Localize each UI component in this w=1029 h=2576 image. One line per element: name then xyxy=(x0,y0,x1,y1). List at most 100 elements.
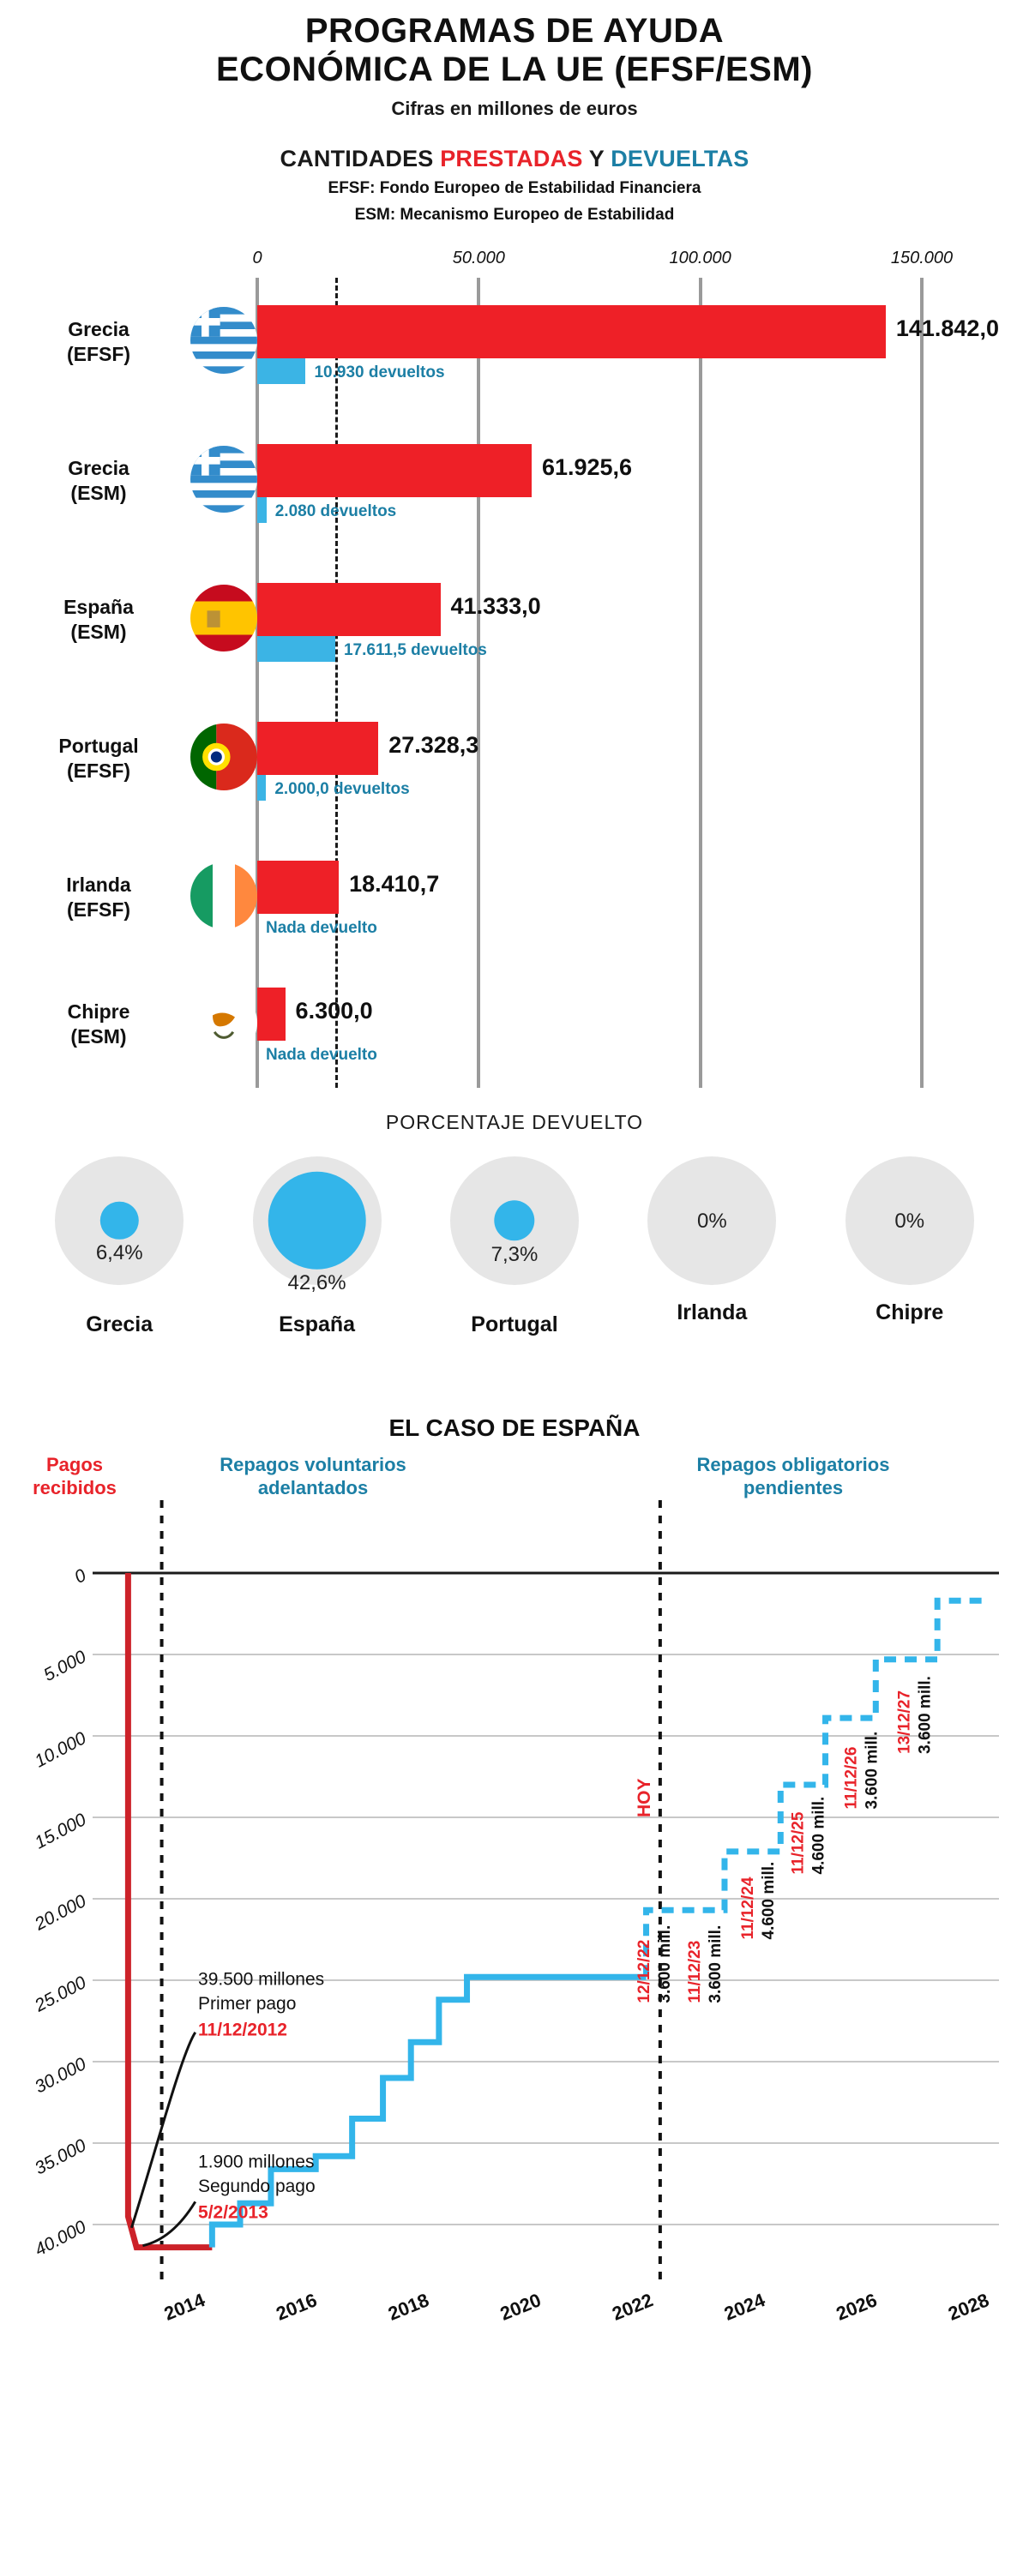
bar-paid xyxy=(257,357,306,384)
future-payment-amount-2: 4.600 mill. xyxy=(760,1862,778,1940)
line-chart-plot: 0 5.000 10.000 15.000 20.000 25.000 30.000 35.0… xyxy=(31,1499,999,2325)
line-chart-head-pagos: Pagos recibidos xyxy=(33,1453,117,1498)
x-tick-label-6: 2026 xyxy=(833,2289,881,2325)
x-tick-3: 150.000 xyxy=(890,248,954,267)
pct-circle-country: Irlanda xyxy=(677,1300,748,1324)
y-tick-label-8: 40.000 xyxy=(32,2217,90,2261)
gridline-1 xyxy=(477,277,481,1088)
pct-circle-country: España xyxy=(279,1312,356,1336)
gridline-3 xyxy=(920,277,924,1088)
pct-circle-track: 7,3% xyxy=(449,1156,579,1285)
gridline-2 xyxy=(698,277,702,1088)
flag-icon-cyprus xyxy=(190,988,257,1056)
bar-row: Portugal (EFSF) 27.328,3 2.000,0 devueltos xyxy=(0,718,1029,847)
series-repagos-obligatorios xyxy=(643,1597,988,1978)
bars-section-heading: CANTIDADES PRESTADAS Y DEVUELTAS xyxy=(0,146,1029,172)
bar-lent-value: 18.410,7 xyxy=(349,870,440,897)
bar-paid-value: 10.930 devueltos xyxy=(314,363,445,381)
flag-icon-spain xyxy=(190,584,257,652)
future-payment-date-2: 11/12/24 xyxy=(739,1876,757,1939)
future-payment-date-4: 11/12/26 xyxy=(843,1746,861,1809)
bar-row-country: Chipre xyxy=(67,1000,130,1023)
bar-lent xyxy=(257,721,379,775)
bar-paid-value: Nada devuelto xyxy=(266,1045,377,1064)
x-tick-label-5: 2024 xyxy=(721,2289,768,2325)
bar-row-label: Grecia (EFSF) xyxy=(9,317,189,367)
bar-row-country: Grecia xyxy=(68,317,129,340)
series-pagos-recibidos xyxy=(124,1572,213,2250)
annotation-1-date: 11/12/2012 xyxy=(198,2020,287,2039)
bar-row-label: Irlanda (EFSF) xyxy=(9,873,189,922)
bar-row-country: Portugal xyxy=(58,734,139,757)
flag-icon-greece xyxy=(190,306,257,374)
title-line-2: ECONÓMICA DE LA UE (EFSF/ESM) xyxy=(216,50,813,88)
bar-row-country: España xyxy=(63,595,134,618)
bar-row-program: (EFSF) xyxy=(66,759,131,782)
bar-row-label: Grecia (ESM) xyxy=(9,456,189,506)
future-payment-date-0: 12/12/22 xyxy=(635,1940,653,2003)
x-tick-label-7: 2028 xyxy=(945,2289,992,2325)
bar-lent xyxy=(257,582,441,636)
bar-row: Grecia (EFSF) 141.842,0 10.930 devueltos xyxy=(0,302,1029,430)
bar-row-label: España (ESM) xyxy=(9,595,189,645)
pct-circle-track: 42,6% xyxy=(252,1156,382,1294)
page-subtitle: Cifras en millones de euros xyxy=(391,97,638,119)
pct-circle-item: 7,3% Portugal xyxy=(429,1156,600,1337)
line-chart-head-voluntarios: Repagos voluntarios adelantados xyxy=(220,1453,406,1498)
pct-circle-fill xyxy=(268,1171,366,1270)
heading-y: Y xyxy=(582,145,611,171)
flag-icon-ireland xyxy=(190,862,257,929)
title-line-1: PROGRAMAS DE AYUDA xyxy=(304,12,725,50)
pct-circle-fill xyxy=(494,1200,535,1241)
bar-chart: 0 50.000 100.000 150.000 Grecia (EFSF) 141.8… xyxy=(0,249,1029,1106)
bar-chart-gridlines xyxy=(0,277,1029,1088)
future-payment-amount-4: 3.600 mill. xyxy=(864,1732,882,1810)
line-chart-head-obligatorios: Repagos obligatorios pendientes xyxy=(696,1453,890,1498)
future-payment-amount-0: 3.600 mill. xyxy=(656,1925,674,2003)
bar-row-program: (EFSF) xyxy=(66,342,131,365)
pct-circle-item: 0% Irlanda xyxy=(626,1156,797,1325)
x-tick-0: 0 xyxy=(252,248,262,267)
y-tick-label-6: 30.000 xyxy=(32,2054,90,2098)
bar-paid-value: 17.611,5 devueltos xyxy=(343,640,487,659)
bar-lent-value: 141.842,0 xyxy=(895,315,999,341)
bar-paid-value: Nada devuelto xyxy=(266,918,377,937)
pct-circle-value: 6,4% xyxy=(95,1241,143,1265)
pct-circle-item: 0% Chipre xyxy=(824,1156,996,1325)
pct-circle-track: 6,4% xyxy=(55,1156,184,1285)
gridline-dashed-marker xyxy=(334,277,338,1088)
pct-circle-country: Portugal xyxy=(471,1312,558,1336)
bar-lent xyxy=(257,304,886,358)
bar-row: Chipre (ESM) 6.300,0 Nada devuelto xyxy=(0,984,1029,1113)
annotation-1-leader xyxy=(129,2031,197,2229)
future-payment-amount-3: 4.600 mill. xyxy=(810,1797,828,1875)
bar-lent-value: 41.333,0 xyxy=(450,592,541,619)
heading-cantidades: CANTIDADES xyxy=(280,145,441,171)
x-tick-label-3: 2020 xyxy=(497,2289,545,2325)
flag-icon-portugal xyxy=(190,723,257,790)
pct-circle-track: 0% xyxy=(647,1156,777,1285)
legend-esm: ESM: Mecanismo Europeo de Estabilidad xyxy=(354,206,675,225)
heading-prestadas: PRESTADAS xyxy=(440,145,583,171)
bar-row-program: (ESM) xyxy=(70,481,127,504)
pct-circle-value: 42,6% xyxy=(287,1271,346,1295)
bar-lent-value: 61.925,6 xyxy=(541,453,633,480)
bar-row-program: (EFSF) xyxy=(66,898,131,921)
x-tick-label-2: 2018 xyxy=(385,2289,432,2325)
header: PROGRAMAS DE AYUDA ECONÓMICA DE LA UE (E… xyxy=(0,0,1029,120)
bar-paid-value: 2.080 devueltos xyxy=(274,501,397,520)
bar-row-label: Portugal (EFSF) xyxy=(9,734,189,784)
line-chart-section: EL CASO DE ESPAÑA Pagos recibidos Repago… xyxy=(0,1414,1029,2357)
y-tick-label-5: 25.000 xyxy=(31,1973,90,2016)
y-tick-label-0: 0 xyxy=(71,1565,89,1588)
pct-circles: 6,4% Grecia 42,6% España 7,3% Portugal 0% Irlan… xyxy=(0,1156,1029,1337)
annotation-1-line1: Primer pago xyxy=(198,1994,296,2014)
bar-row: Irlanda (EFSF) 18.410,7 Nada devuelto xyxy=(0,857,1029,986)
x-tick-label-4: 2022 xyxy=(609,2289,656,2325)
bar-row: España (ESM) 41.333,0 17.611,5 devueltos xyxy=(0,579,1029,708)
future-payment-amount-5: 3.600 mill. xyxy=(917,1676,935,1754)
bar-lent xyxy=(257,987,286,1041)
line-chart-title: EL CASO DE ESPAÑA xyxy=(388,1414,641,1441)
bar-row-program: (ESM) xyxy=(70,620,127,643)
